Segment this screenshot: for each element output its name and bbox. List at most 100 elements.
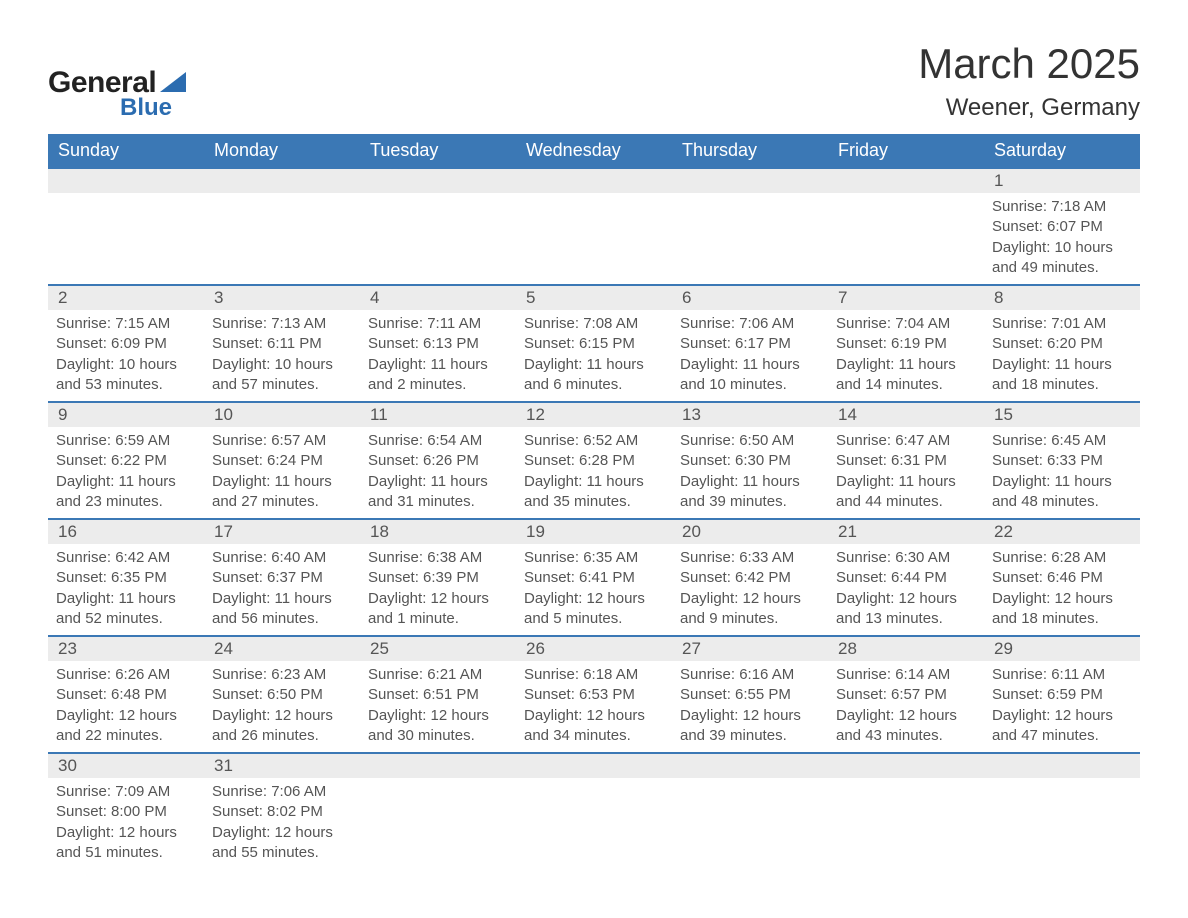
sunset-text: Sunset: 6:24 PM <box>212 451 352 471</box>
day-data: Sunrise: 7:18 AMSunset: 6:07 PMDaylight:… <box>984 193 1140 284</box>
day-data: Sunrise: 6:54 AMSunset: 6:26 PMDaylight:… <box>360 427 516 518</box>
day-data: Sunrise: 6:57 AMSunset: 6:24 PMDaylight:… <box>204 427 360 518</box>
sunset-text: Sunset: 6:55 PM <box>680 685 820 705</box>
daylight-text: Daylight: 11 hours and 18 minutes. <box>992 355 1132 396</box>
day-number <box>828 754 984 778</box>
daylight-text: Daylight: 11 hours and 23 minutes. <box>56 472 196 513</box>
day-data-cell: Sunrise: 6:16 AMSunset: 6:55 PMDaylight:… <box>672 661 828 753</box>
day-data-cell <box>48 193 204 285</box>
day-data: Sunrise: 6:14 AMSunset: 6:57 PMDaylight:… <box>828 661 984 752</box>
sunrise-text: Sunrise: 7:06 AM <box>680 314 820 334</box>
day-number-cell <box>672 168 828 193</box>
day-number <box>204 169 360 193</box>
week-data-row: Sunrise: 6:26 AMSunset: 6:48 PMDaylight:… <box>48 661 1140 753</box>
day-data-cell <box>516 778 672 869</box>
sunrise-text: Sunrise: 6:14 AM <box>836 665 976 685</box>
daylight-text: Daylight: 11 hours and 44 minutes. <box>836 472 976 513</box>
sunrise-text: Sunrise: 6:33 AM <box>680 548 820 568</box>
day-number-cell: 21 <box>828 519 984 544</box>
sunrise-text: Sunrise: 6:42 AM <box>56 548 196 568</box>
week-data-row: Sunrise: 7:15 AMSunset: 6:09 PMDaylight:… <box>48 310 1140 402</box>
daylight-text: Daylight: 11 hours and 48 minutes. <box>992 472 1132 513</box>
sunrise-text: Sunrise: 6:45 AM <box>992 431 1132 451</box>
daylight-text: Daylight: 11 hours and 56 minutes. <box>212 589 352 630</box>
day-data: Sunrise: 6:21 AMSunset: 6:51 PMDaylight:… <box>360 661 516 752</box>
day-number-cell: 6 <box>672 285 828 310</box>
day-data: Sunrise: 6:33 AMSunset: 6:42 PMDaylight:… <box>672 544 828 635</box>
day-data <box>984 778 1140 858</box>
sunrise-text: Sunrise: 6:23 AM <box>212 665 352 685</box>
day-data-cell: Sunrise: 7:08 AMSunset: 6:15 PMDaylight:… <box>516 310 672 402</box>
daylight-text: Daylight: 12 hours and 18 minutes. <box>992 589 1132 630</box>
day-number-cell: 13 <box>672 402 828 427</box>
sunset-text: Sunset: 6:30 PM <box>680 451 820 471</box>
sunset-text: Sunset: 6:19 PM <box>836 334 976 354</box>
sunrise-text: Sunrise: 6:16 AM <box>680 665 820 685</box>
sunrise-text: Sunrise: 7:15 AM <box>56 314 196 334</box>
sunset-text: Sunset: 6:57 PM <box>836 685 976 705</box>
daylight-text: Daylight: 12 hours and 9 minutes. <box>680 589 820 630</box>
day-data: Sunrise: 6:59 AMSunset: 6:22 PMDaylight:… <box>48 427 204 518</box>
sunset-text: Sunset: 6:28 PM <box>524 451 664 471</box>
daylight-text: Daylight: 12 hours and 13 minutes. <box>836 589 976 630</box>
calendar-table: Sunday Monday Tuesday Wednesday Thursday… <box>48 134 1140 869</box>
sunset-text: Sunset: 6:31 PM <box>836 451 976 471</box>
day-number: 14 <box>828 403 984 427</box>
day-data: Sunrise: 6:50 AMSunset: 6:30 PMDaylight:… <box>672 427 828 518</box>
day-data-cell: Sunrise: 7:15 AMSunset: 6:09 PMDaylight:… <box>48 310 204 402</box>
day-data <box>828 778 984 858</box>
sunset-text: Sunset: 6:26 PM <box>368 451 508 471</box>
daylight-text: Daylight: 11 hours and 14 minutes. <box>836 355 976 396</box>
day-number-cell: 8 <box>984 285 1140 310</box>
day-number: 21 <box>828 520 984 544</box>
sunrise-text: Sunrise: 7:01 AM <box>992 314 1132 334</box>
day-number-cell: 24 <box>204 636 360 661</box>
week-daynum-row: 16171819202122 <box>48 519 1140 544</box>
day-data-cell <box>828 193 984 285</box>
day-number: 23 <box>48 637 204 661</box>
day-number-cell: 15 <box>984 402 1140 427</box>
day-data-cell: Sunrise: 7:18 AMSunset: 6:07 PMDaylight:… <box>984 193 1140 285</box>
daylight-text: Daylight: 12 hours and 51 minutes. <box>56 823 196 864</box>
day-number <box>828 169 984 193</box>
day-data-cell: Sunrise: 7:06 AMSunset: 8:02 PMDaylight:… <box>204 778 360 869</box>
daylight-text: Daylight: 12 hours and 30 minutes. <box>368 706 508 747</box>
day-data: Sunrise: 6:16 AMSunset: 6:55 PMDaylight:… <box>672 661 828 752</box>
day-data: Sunrise: 6:26 AMSunset: 6:48 PMDaylight:… <box>48 661 204 752</box>
sunset-text: Sunset: 6:59 PM <box>992 685 1132 705</box>
daylight-text: Daylight: 12 hours and 5 minutes. <box>524 589 664 630</box>
day-number-cell: 22 <box>984 519 1140 544</box>
day-number-cell <box>360 168 516 193</box>
day-number-cell <box>828 753 984 778</box>
day-data-cell: Sunrise: 6:30 AMSunset: 6:44 PMDaylight:… <box>828 544 984 636</box>
day-number: 4 <box>360 286 516 310</box>
sunrise-text: Sunrise: 6:52 AM <box>524 431 664 451</box>
sunrise-text: Sunrise: 7:04 AM <box>836 314 976 334</box>
week-data-row: Sunrise: 6:42 AMSunset: 6:35 PMDaylight:… <box>48 544 1140 636</box>
day-number <box>48 169 204 193</box>
day-number: 22 <box>984 520 1140 544</box>
day-data: Sunrise: 7:01 AMSunset: 6:20 PMDaylight:… <box>984 310 1140 401</box>
sunset-text: Sunset: 8:00 PM <box>56 802 196 822</box>
day-data-cell: Sunrise: 6:35 AMSunset: 6:41 PMDaylight:… <box>516 544 672 636</box>
day-number-cell <box>984 753 1140 778</box>
day-data-cell: Sunrise: 7:13 AMSunset: 6:11 PMDaylight:… <box>204 310 360 402</box>
sunset-text: Sunset: 8:02 PM <box>212 802 352 822</box>
day-number: 28 <box>828 637 984 661</box>
sunrise-text: Sunrise: 6:28 AM <box>992 548 1132 568</box>
daylight-text: Daylight: 12 hours and 43 minutes. <box>836 706 976 747</box>
day-number-cell <box>204 168 360 193</box>
weekday-header: Tuesday <box>360 134 516 168</box>
day-data: Sunrise: 6:47 AMSunset: 6:31 PMDaylight:… <box>828 427 984 518</box>
sunrise-text: Sunrise: 6:38 AM <box>368 548 508 568</box>
weekday-header: Wednesday <box>516 134 672 168</box>
day-data: Sunrise: 6:40 AMSunset: 6:37 PMDaylight:… <box>204 544 360 635</box>
sail-icon <box>160 72 186 92</box>
day-data-cell: Sunrise: 6:23 AMSunset: 6:50 PMDaylight:… <box>204 661 360 753</box>
day-number-cell <box>516 753 672 778</box>
day-data: Sunrise: 6:45 AMSunset: 6:33 PMDaylight:… <box>984 427 1140 518</box>
week-daynum-row: 2345678 <box>48 285 1140 310</box>
day-data-cell: Sunrise: 6:47 AMSunset: 6:31 PMDaylight:… <box>828 427 984 519</box>
day-data: Sunrise: 6:23 AMSunset: 6:50 PMDaylight:… <box>204 661 360 752</box>
day-data-cell: Sunrise: 6:33 AMSunset: 6:42 PMDaylight:… <box>672 544 828 636</box>
